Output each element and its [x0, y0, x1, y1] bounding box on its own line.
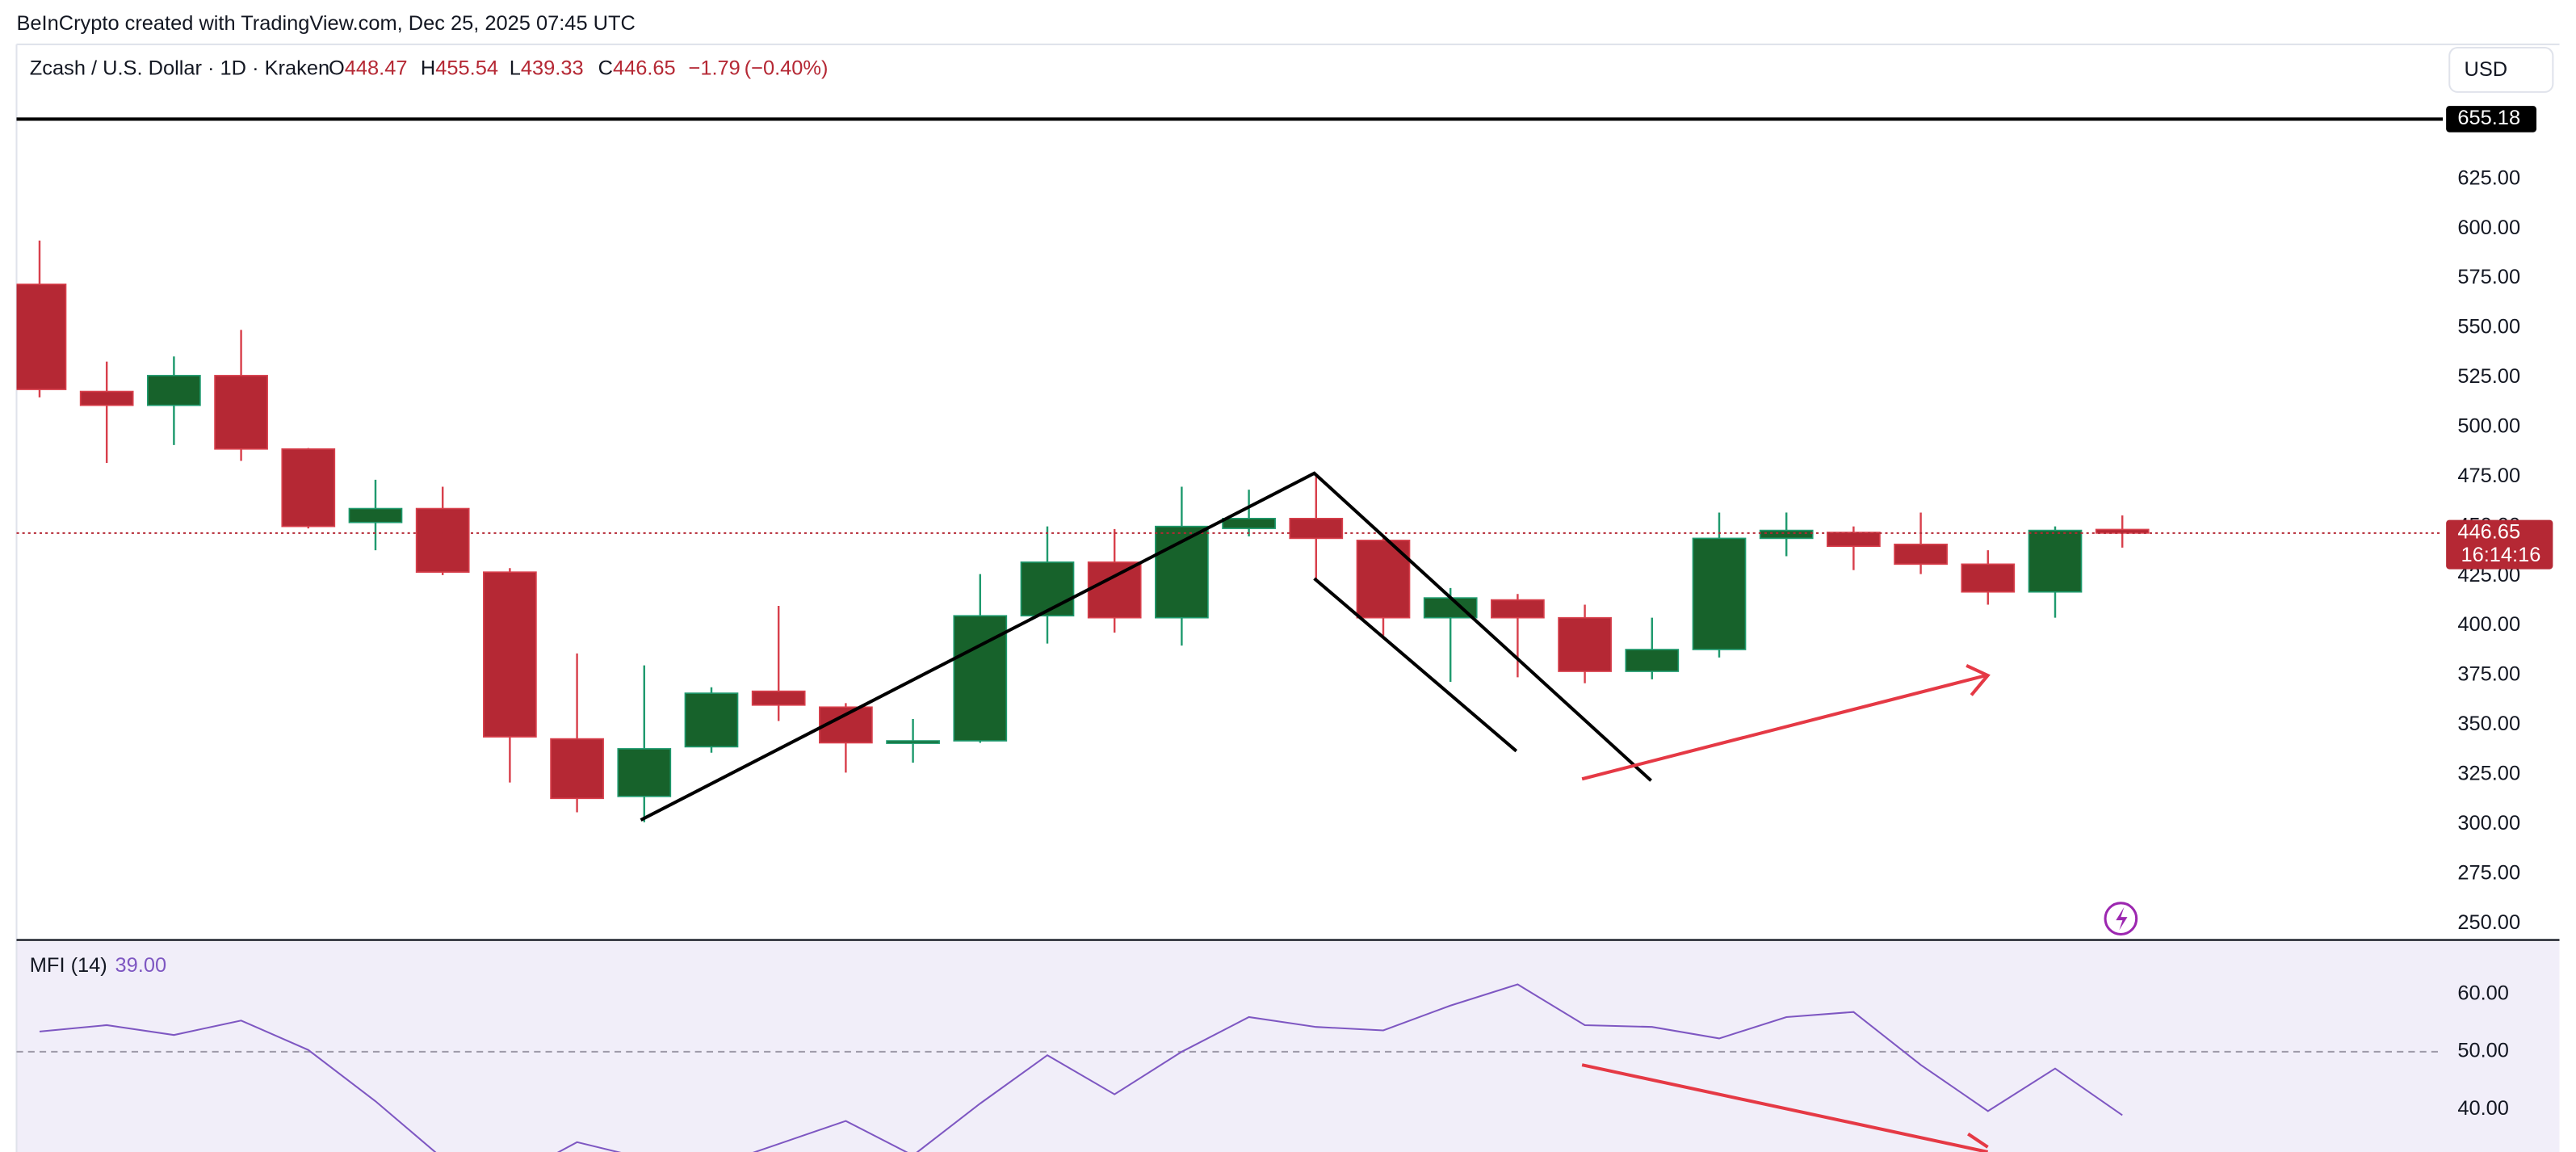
trend-line: [640, 471, 1652, 822]
y-tick-label: 60.00: [2457, 982, 2509, 1004]
source-note: BeInCrypto created with TradingView.com,…: [17, 12, 636, 35]
chart-title: Zcash / U.S. Dollar · 1D · Kraken: [30, 57, 329, 79]
candle-body: [886, 740, 940, 744]
y-tick-label: 50.00: [2457, 1040, 2509, 1062]
candle-body: [1759, 529, 1814, 540]
candle-body: [415, 507, 470, 573]
y-tick-label: 375.00: [2457, 663, 2520, 686]
y-tick-label: 525.00: [2457, 365, 2520, 388]
candle-body: [214, 375, 268, 450]
y-tick-label: 40.00: [2457, 1097, 2509, 1120]
candle-body: [1491, 599, 1545, 619]
symbol-legend: Zcash / U.S. Dollar · 1D · Kraken O448.4…: [30, 57, 829, 79]
candle-body: [1692, 537, 1747, 650]
mfi-legend: MFI (14) 39.00: [30, 954, 166, 977]
candle-body: [79, 390, 134, 406]
mfi-value: 39.00: [115, 954, 167, 977]
candle-body: [1894, 543, 1948, 565]
candle-body: [16, 284, 67, 390]
arrow-head: [1967, 1132, 1989, 1149]
candle-body: [617, 748, 672, 797]
event-icon-bolt: [2116, 906, 2128, 931]
candle-body: [1961, 563, 2016, 593]
y-tick-label: 350.00: [2457, 713, 2520, 735]
y-tick-label: 300.00: [2457, 812, 2520, 835]
mfi-line: [39, 983, 2123, 1152]
arrow: [1581, 674, 1987, 781]
arrow-head: [1966, 664, 1991, 696]
candle-body: [2028, 529, 2083, 593]
y-tick-label: 475.00: [2457, 465, 2520, 487]
y-tick-label: 250.00: [2457, 911, 2520, 934]
candle-body: [281, 448, 336, 528]
mfi-pane-background: [16, 941, 2560, 1152]
ohlc-value: 446.65: [613, 57, 676, 79]
candle-body: [483, 571, 537, 738]
change-percent: (−0.40%): [745, 57, 829, 79]
candle-body: [1625, 649, 1680, 672]
level-label: 655.18: [2457, 107, 2520, 129]
candle-body: [684, 692, 739, 748]
y-tick-label: 400.00: [2457, 613, 2520, 636]
change: −1.79: [689, 57, 740, 79]
ohlc-value: 455.54: [435, 57, 498, 79]
price-label: 446.65: [2457, 521, 2520, 544]
candle-body: [1020, 561, 1075, 617]
candle-body: [1289, 518, 1344, 540]
candle-body: [147, 375, 201, 406]
price-tag: [2446, 519, 2553, 570]
drawings: [640, 471, 2138, 1152]
ohlc-key: C: [598, 57, 613, 79]
y-tick-label: 625.00: [2457, 166, 2520, 189]
candle-body: [1558, 616, 1612, 672]
candle-body: [751, 690, 806, 706]
channel-line: [1313, 577, 1518, 753]
mfi-name: MFI (14): [30, 954, 107, 977]
y-tick-label: 600.00: [2457, 217, 2520, 239]
candle-body: [550, 738, 604, 800]
y-tick-label: 575.00: [2457, 266, 2520, 288]
candle-body: [1222, 518, 1276, 529]
ohlc-value: 448.47: [345, 57, 408, 79]
y-tick-label: 550.00: [2457, 316, 2520, 338]
candle-body: [1827, 532, 1881, 548]
ohlc-value: 439.33: [521, 57, 584, 79]
countdown-label: 16:14:16: [2461, 544, 2540, 566]
ohlc-key: L: [510, 57, 521, 79]
y-tick-label: 275.00: [2457, 861, 2520, 884]
candle-body: [1087, 561, 1142, 619]
y-tick-label: 500.00: [2457, 414, 2520, 437]
level-tag: [2446, 106, 2537, 132]
candle-body: [348, 507, 403, 523]
y-tick-label: 325.00: [2457, 763, 2520, 785]
event-icon[interactable]: [2104, 902, 2138, 935]
ohlc-key: H: [421, 57, 435, 79]
arrow: [1581, 1063, 1989, 1152]
currency-label[interactable]: USD: [2465, 58, 2508, 81]
ohlc-key: O: [329, 57, 345, 79]
currency-button[interactable]: [2448, 46, 2554, 93]
